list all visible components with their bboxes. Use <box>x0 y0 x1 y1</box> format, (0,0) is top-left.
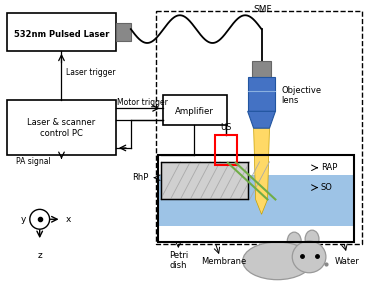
Bar <box>252 61 272 77</box>
Text: Petri
dish: Petri dish <box>169 251 188 270</box>
Text: x: x <box>65 215 71 224</box>
Ellipse shape <box>305 230 319 248</box>
Polygon shape <box>254 128 269 214</box>
Bar <box>248 77 275 111</box>
Bar <box>215 135 237 165</box>
Text: Objective
lens: Objective lens <box>281 86 322 105</box>
Text: PA signal: PA signal <box>16 157 51 166</box>
Text: RAP: RAP <box>321 163 337 172</box>
Text: US: US <box>220 123 232 132</box>
Ellipse shape <box>287 232 301 250</box>
Text: 532nm Pulsed Laser: 532nm Pulsed Laser <box>14 30 109 39</box>
Polygon shape <box>161 162 248 200</box>
Text: Membrane: Membrane <box>201 257 247 266</box>
Text: Amplifier: Amplifier <box>175 107 214 116</box>
Text: Laser & scanner
control PC: Laser & scanner control PC <box>27 118 96 138</box>
Text: y: y <box>20 215 26 224</box>
Text: SMF: SMF <box>253 5 272 14</box>
Text: Water: Water <box>334 257 359 266</box>
Text: RhP: RhP <box>132 173 149 182</box>
Bar <box>158 155 354 242</box>
Bar <box>7 13 116 51</box>
Polygon shape <box>248 111 275 128</box>
Text: SO: SO <box>321 183 333 192</box>
Bar <box>116 23 131 41</box>
Ellipse shape <box>243 242 312 280</box>
Text: z: z <box>37 251 42 260</box>
Bar <box>158 175 354 226</box>
Ellipse shape <box>292 241 326 273</box>
Text: Motor trigger: Motor trigger <box>117 98 168 107</box>
Text: Laser trigger: Laser trigger <box>66 68 116 77</box>
Bar <box>155 11 362 244</box>
Bar <box>162 96 227 125</box>
Bar <box>7 101 116 155</box>
